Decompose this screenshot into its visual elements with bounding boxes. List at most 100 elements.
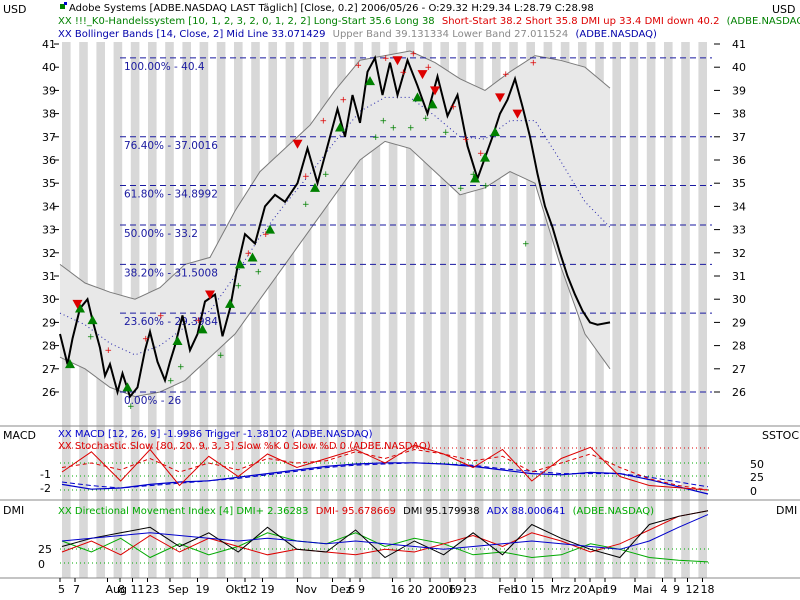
x-tick-label: 6 — [348, 583, 355, 596]
x-tick-label: 5 — [58, 583, 65, 596]
macd-panel-label: MACD — [3, 429, 36, 442]
stop-marker-red: + — [410, 49, 418, 59]
x-tick-label: 9 — [673, 583, 680, 596]
price-tick-label-left: 35 — [42, 177, 56, 190]
long-signal-marker — [87, 315, 98, 325]
stop-marker-red: + — [400, 68, 408, 78]
price-tick-label-right: 35 — [732, 177, 746, 190]
stop-marker-red: + — [142, 335, 150, 345]
price-tick-label-left: 41 — [42, 38, 56, 51]
x-tick-label: Sep — [168, 583, 189, 596]
short-signal-marker — [205, 290, 215, 300]
long-signal-marker — [197, 324, 208, 334]
week-stripe — [268, 42, 277, 578]
macd-tick-label: -2 — [40, 482, 51, 495]
long-signal-marker — [247, 252, 258, 262]
price-panel[interactable]: 100.00% - 40.4 76.40% - 37.0016 61.80% - 3… — [42, 38, 746, 412]
x-tick-label: 12 — [686, 583, 700, 596]
price-line — [59, 54, 611, 399]
title-line: Adobe Systems [ADBE.NASDAQ LAST Täglich]… — [69, 3, 594, 14]
dmi-tick-label: 25 — [38, 543, 52, 556]
x-tick-label: Okt — [226, 583, 246, 596]
week-stripe — [457, 42, 467, 578]
long-signal-marker — [490, 127, 500, 137]
x-tick-label: 16 — [391, 583, 405, 596]
right-unit-label: USD — [772, 3, 796, 16]
stop-marker-green: + — [255, 267, 263, 277]
system-legend-green: XX !!!_K0-Handelssystem [10, 1, 2, 3, 2,… — [58, 16, 435, 27]
long-signal-marker — [225, 298, 235, 308]
price-tick-label-right: 38 — [732, 108, 746, 121]
stop-marker-red: + — [105, 346, 113, 356]
long-signal-marker — [412, 92, 423, 102]
title-marker-icon — [60, 4, 65, 9]
week-stripe — [440, 42, 449, 578]
dmi-line — [61, 510, 709, 559]
stop-marker-green: + — [522, 240, 530, 250]
left-unit-label: USD — [3, 3, 27, 16]
long-signal-marker — [75, 303, 85, 313]
week-stripe — [354, 42, 363, 578]
stop-marker-red: + — [195, 316, 203, 326]
stochastic-k-line — [61, 444, 709, 491]
week-stripe — [320, 42, 329, 578]
bollinger-legend: XX Bollinger Bands [14, Close, 2] Mid Li… — [58, 29, 657, 40]
long-signal-marker — [335, 122, 345, 132]
fib-level-label: 23.60% - 29.3984 — [124, 316, 218, 328]
stop-marker-green: + — [322, 170, 330, 180]
stop-marker-red: + — [245, 249, 253, 259]
week-stripe — [646, 42, 656, 578]
stop-marker-red: + — [502, 70, 510, 80]
week-stripe — [302, 42, 312, 578]
stop-marker-green: + — [457, 184, 465, 194]
price-tick-label-left: 26 — [42, 386, 56, 399]
long-signal-marker — [265, 224, 275, 234]
fib-level-label: 76.40% - 37.0016 — [124, 140, 218, 152]
x-tick-label: 23 — [463, 583, 477, 596]
price-tick-label-left: 32 — [42, 247, 56, 260]
x-tick-label: 19 — [261, 583, 275, 596]
week-stripe — [492, 42, 501, 578]
price-tick-label-right: 34 — [732, 200, 746, 213]
long-signal-marker — [65, 359, 75, 369]
stochastic-tick-label: 25 — [750, 471, 764, 484]
week-stripe — [612, 42, 621, 578]
dmi-legend-green: XX Directional Movement Index [4] DMI+ 2… — [58, 506, 309, 517]
short-signal-marker — [512, 109, 523, 119]
dmi-panel[interactable]: 250 — [38, 510, 712, 571]
stop-marker-green: + — [442, 128, 450, 138]
x-tick-label: 19 — [603, 583, 617, 596]
stop-marker-red: + — [382, 54, 390, 64]
fib-level-label: 100.00% - 40.4 — [124, 61, 205, 73]
stop-marker-green: + — [127, 402, 135, 412]
x-tick-label: Apr — [588, 583, 608, 596]
x-tick-label: Feb — [498, 583, 517, 596]
x-tick-label: Mrz — [551, 583, 571, 596]
stop-marker-green: + — [422, 114, 430, 124]
macd-legend: XX MACD [12, 26, 9] -1.9986 Trigger -1.3… — [58, 429, 373, 440]
price-tick-label-left: 30 — [42, 293, 56, 306]
price-tick-label-right: 37 — [732, 131, 746, 144]
fib-level-label: 38.20% - 31.5008 — [124, 267, 218, 279]
x-tick-label: 9 — [358, 583, 365, 596]
fibonacci-levels: 100.00% - 40.4 76.40% - 37.0016 61.80% - 3… — [120, 57, 712, 407]
price-tick-label-right: 26 — [732, 386, 746, 399]
bollinger-lower-line — [59, 140, 611, 398]
bollinger-legend-grey: Upper Band 39.131334 Lower Band 27.01152… — [333, 29, 569, 40]
dmi-legend-blue: ADX 88.000641 — [487, 506, 566, 517]
price-tick-label-right: 29 — [732, 316, 746, 329]
stochastic-tick-label: 0 — [750, 485, 757, 498]
stop-marker-green: + — [372, 133, 380, 143]
dmi-legend-black: DMI 95.179938 — [403, 506, 480, 517]
price-tick-label-left: 40 — [42, 61, 56, 74]
stochastic-legend: XX Stochastic Slow [80, 20, 9, 3, 3] Slo… — [58, 441, 431, 452]
x-tick-label: 20 — [408, 583, 422, 596]
short-signal-marker — [417, 70, 428, 80]
stop-marker-green: + — [302, 200, 310, 210]
price-tick-label-left: 28 — [42, 340, 56, 353]
long-signal-marker — [470, 173, 480, 183]
stop-marker-green: + — [470, 170, 478, 180]
stop-marker-green: + — [407, 124, 415, 134]
